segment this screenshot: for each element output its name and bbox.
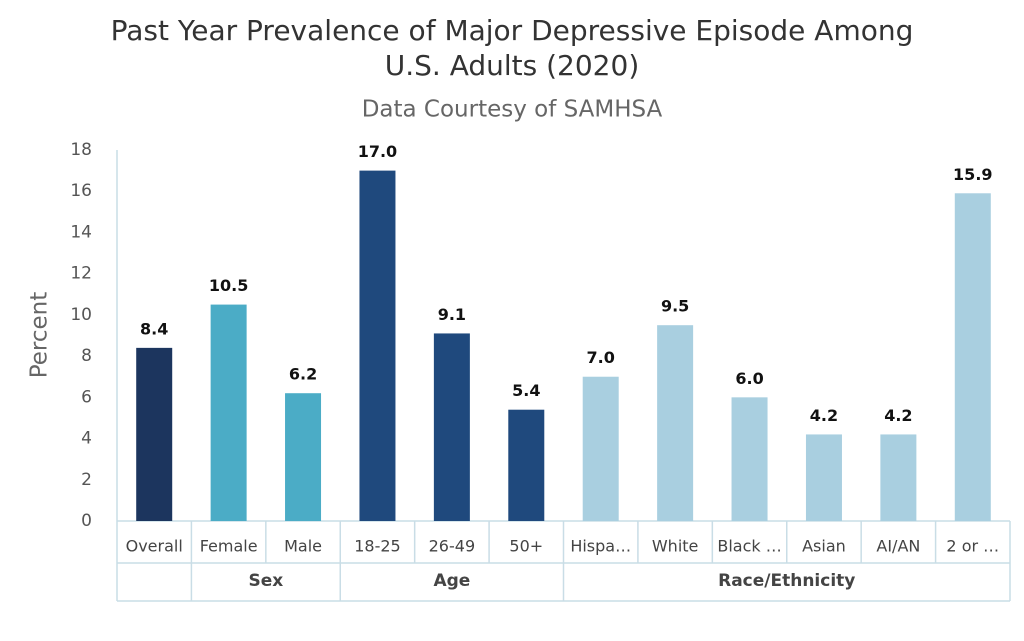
- bar: [880, 434, 917, 521]
- chart-subtitle: Data Courtesy of SAMHSA: [362, 97, 663, 123]
- data-label: 15.9: [953, 165, 992, 184]
- data-label: 17.0: [358, 142, 397, 161]
- y-tick-label: 2: [81, 470, 92, 490]
- y-tick-label: 16: [70, 181, 92, 201]
- x-tick-label: Hispa…: [570, 537, 631, 556]
- data-label: 4.2: [884, 406, 912, 425]
- y-axis-title: Percent: [27, 292, 53, 379]
- x-tick-label: 2 or …: [946, 537, 999, 556]
- data-label: 7.0: [587, 348, 615, 367]
- x-tick-label: 18-25: [354, 537, 401, 556]
- y-tick-label: 4: [81, 429, 92, 449]
- x-tick-label: 26-49: [429, 537, 476, 556]
- data-label: 4.2: [810, 406, 838, 425]
- y-tick-label: 8: [81, 346, 92, 366]
- bar: [433, 333, 470, 521]
- data-label: 9.5: [661, 297, 689, 316]
- x-tick-label: Asian: [802, 537, 846, 556]
- bar: [731, 397, 768, 521]
- group-label: Race/Ethnicity: [718, 571, 855, 591]
- bar: [657, 325, 694, 521]
- data-label: 6.0: [735, 369, 763, 388]
- y-tick-label: 12: [70, 264, 92, 284]
- x-tick-label: Black …: [717, 537, 781, 556]
- group-label: Sex: [248, 571, 283, 591]
- data-label: 9.1: [438, 305, 466, 324]
- x-tick-label: 50+: [509, 537, 543, 556]
- x-tick-label: Overall: [126, 537, 183, 556]
- bar: [285, 393, 322, 521]
- x-tick-label: Female: [200, 537, 258, 556]
- bar: [508, 409, 545, 521]
- data-label: 10.5: [209, 276, 248, 295]
- x-tick-label: White: [652, 537, 699, 556]
- bar: [582, 376, 619, 521]
- y-tick-label: 10: [70, 305, 92, 325]
- data-label: 6.2: [289, 365, 317, 384]
- y-tick-label: 0: [81, 511, 92, 531]
- bar: [805, 434, 842, 521]
- chart-title: Past Year Prevalence of Major Depressive…: [111, 14, 914, 47]
- bar: [136, 347, 173, 521]
- y-tick-label: 18: [70, 140, 92, 160]
- chart-title: U.S. Adults (2020): [385, 49, 640, 82]
- y-tick-label: 6: [81, 387, 92, 407]
- x-tick-label: Male: [284, 537, 322, 556]
- x-tick-label: AI/AN: [876, 537, 920, 556]
- data-label: 8.4: [140, 319, 168, 338]
- group-label: Age: [433, 571, 470, 591]
- bar: [210, 304, 247, 521]
- data-label: 5.4: [512, 381, 540, 400]
- bar: [954, 193, 991, 522]
- y-tick-label: 14: [70, 222, 92, 242]
- bar: [359, 170, 396, 521]
